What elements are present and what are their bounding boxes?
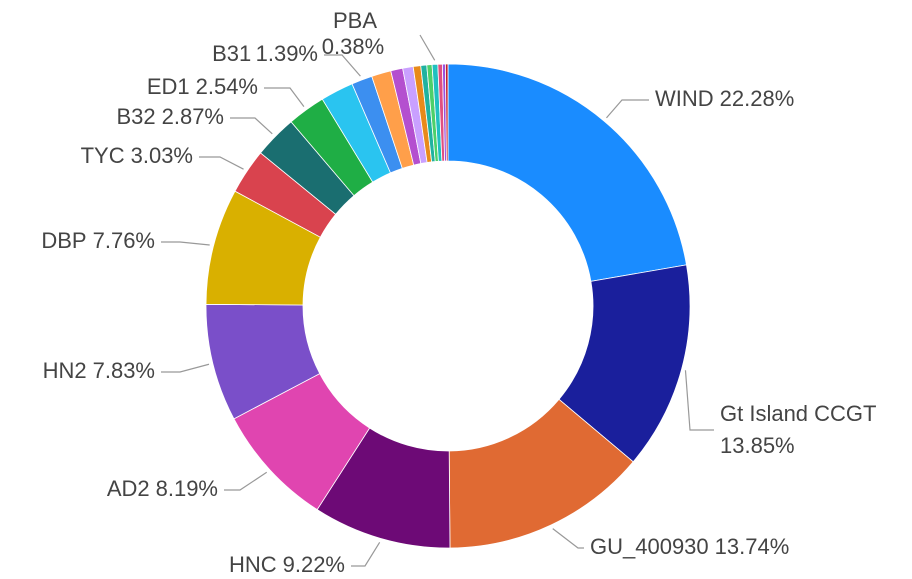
leader-line [351, 542, 381, 567]
leader-line [230, 117, 273, 135]
leader-line [161, 241, 210, 246]
donut-segment [445, 63, 449, 162]
leader-line [224, 471, 268, 491]
label-name: ED1 [147, 74, 190, 99]
label-name: WIND [655, 86, 714, 111]
leader-line [324, 54, 361, 77]
label-value: 1.39% [256, 41, 318, 66]
label-name: AD2 [107, 476, 150, 501]
label-name: B32 [116, 104, 155, 129]
label-value: 2.54% [196, 74, 258, 99]
label-name: Gt Island CCGT [720, 401, 876, 426]
label-name: B31 [212, 41, 251, 66]
data-label: B32 2.87% [116, 104, 224, 129]
label-value: 2.87% [162, 104, 224, 129]
data-label: WIND 22.28% [655, 86, 794, 111]
label-value: 7.83% [93, 358, 155, 383]
donut-segment [447, 63, 687, 282]
label-name: PBA [333, 8, 377, 33]
label-name: HNC [229, 552, 277, 577]
label-name: DBP [41, 228, 86, 253]
data-label: GU_400930 13.74% [590, 534, 789, 559]
label-value: 8.19% [156, 476, 218, 501]
label-value: 13.85% [720, 433, 795, 458]
label-name: GU_400930 [590, 534, 709, 559]
data-label: HN2 7.83% [43, 358, 155, 383]
label-value: 22.28% [720, 86, 795, 111]
data-label: B31 1.39% [212, 41, 318, 66]
label-value: 9.22% [283, 552, 345, 577]
label-name: TYC [81, 143, 125, 168]
leader-line [161, 363, 210, 373]
data-label: Gt Island CCGT 13.85% [720, 401, 876, 458]
label-name: HN2 [43, 358, 87, 383]
data-label: PBA 0.38% [322, 8, 384, 59]
leader-line [684, 370, 714, 431]
leader-line [199, 156, 244, 170]
data-label: TYC 3.03% [81, 143, 193, 168]
leader-line [264, 87, 305, 107]
data-label: ED1 2.54% [147, 74, 258, 99]
label-value: 7.76% [93, 228, 155, 253]
data-label: AD2 8.19% [107, 476, 218, 501]
data-label: HNC 9.22% [229, 552, 345, 577]
leader-line [552, 528, 584, 549]
label-value: 0.38% [322, 34, 384, 59]
leader-line [419, 34, 436, 61]
label-value: 13.74% [715, 534, 790, 559]
data-label: DBP 7.76% [41, 228, 155, 253]
leader-line [606, 99, 649, 119]
label-value: 3.03% [131, 143, 193, 168]
